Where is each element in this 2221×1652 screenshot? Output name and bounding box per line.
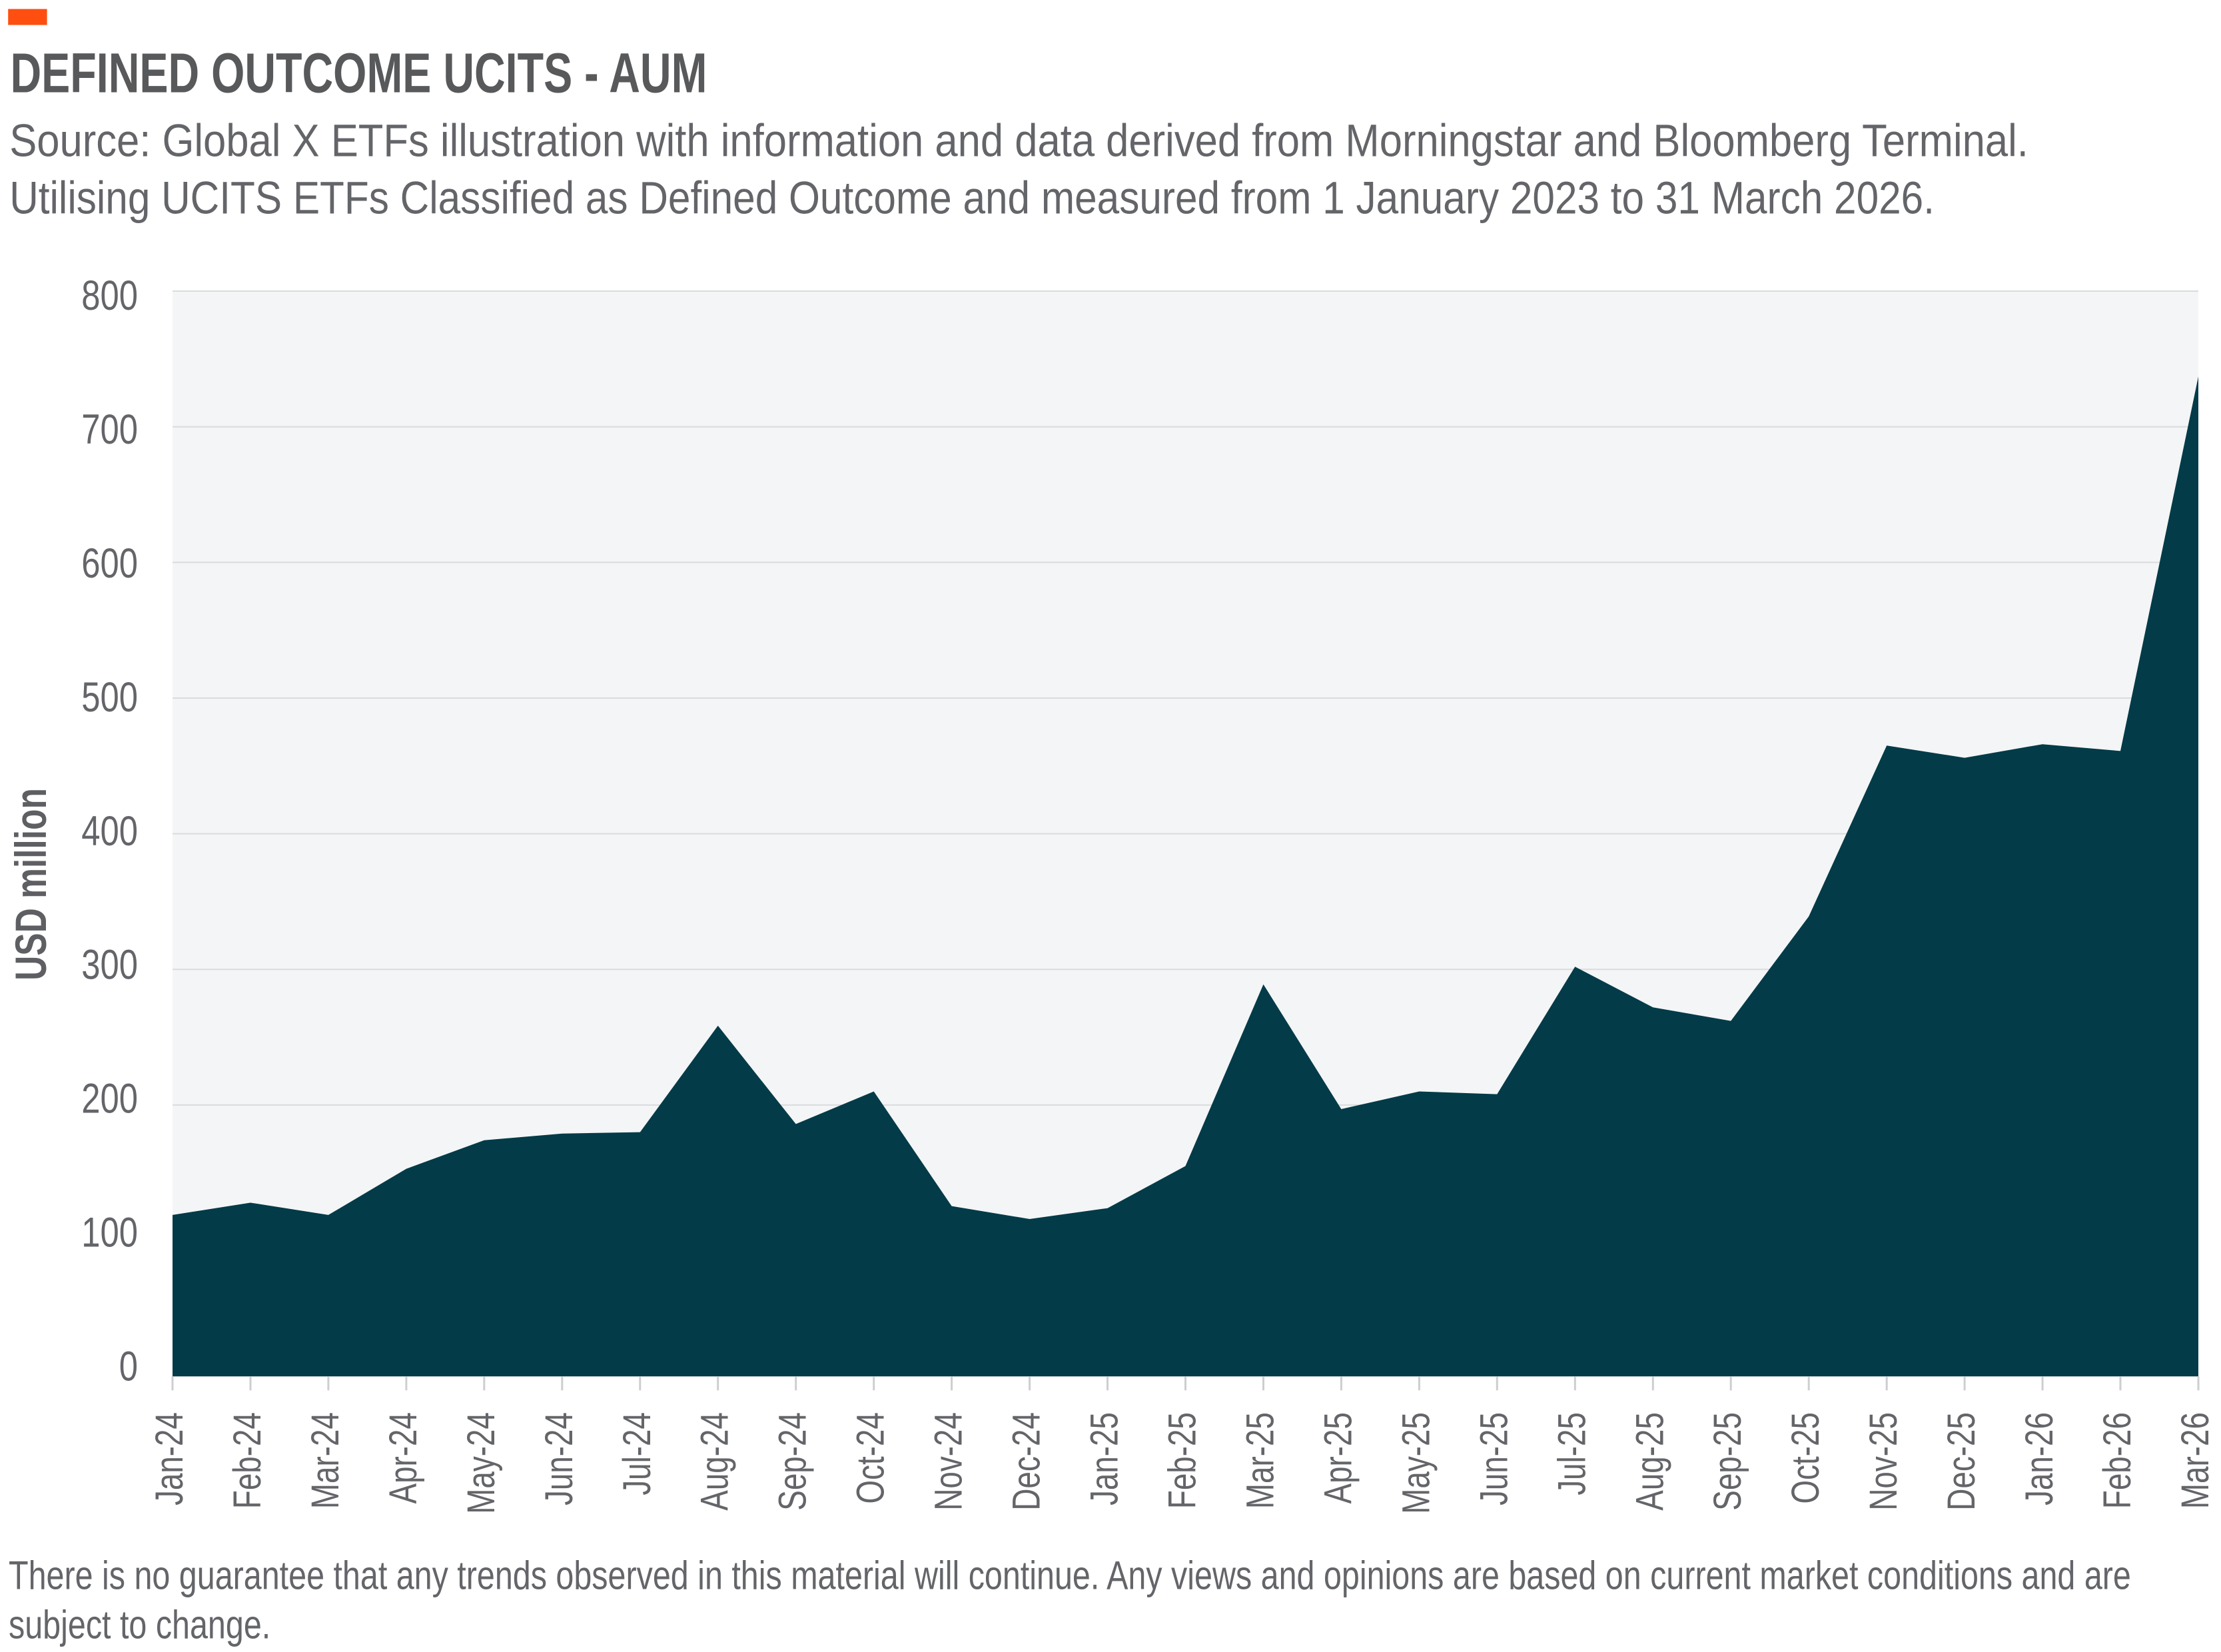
svg-text:600: 600 [81,540,138,587]
svg-text:Nov-25: Nov-25 [1863,1412,1905,1511]
svg-text:Apr-25: Apr-25 [1317,1412,1360,1503]
svg-text:Jul-24: Jul-24 [616,1412,659,1495]
svg-text:May-24: May-24 [460,1412,503,1514]
svg-text:Aug-25: Aug-25 [1629,1412,1671,1511]
svg-text:Oct-25: Oct-25 [1785,1412,1827,1503]
svg-text:There is no guarantee that any: There is no guarantee that any trends ob… [9,1553,2131,1598]
svg-text:Dec-25: Dec-25 [1941,1412,1983,1511]
svg-text:0: 0 [119,1343,138,1390]
svg-text:Feb-26: Feb-26 [2096,1412,2139,1509]
svg-text:100: 100 [81,1209,138,1256]
svg-text:subject to change.: subject to change. [9,1603,270,1647]
svg-text:Jul-25: Jul-25 [1551,1412,1593,1495]
svg-text:Jan-25: Jan-25 [1083,1412,1126,1505]
svg-text:Jun-24: Jun-24 [538,1412,581,1505]
svg-text:Sep-25: Sep-25 [1707,1412,1749,1511]
svg-text:Dec-24: Dec-24 [1006,1412,1049,1511]
svg-text:Mar-25: Mar-25 [1239,1412,1282,1509]
svg-text:Feb-25: Feb-25 [1161,1412,1204,1509]
svg-text:Sep-24: Sep-24 [772,1412,815,1511]
svg-text:Apr-24: Apr-24 [382,1412,425,1503]
svg-text:USD million: USD million [6,788,56,981]
svg-text:Feb-24: Feb-24 [226,1412,269,1509]
svg-text:Aug-24: Aug-24 [694,1412,737,1511]
svg-text:Mar-24: Mar-24 [304,1412,347,1509]
svg-text:400: 400 [81,808,138,855]
svg-text:Nov-24: Nov-24 [928,1412,971,1511]
svg-text:200: 200 [81,1075,138,1122]
svg-text:Oct-24: Oct-24 [850,1412,893,1503]
svg-text:800: 800 [81,272,138,319]
svg-text:700: 700 [81,406,138,453]
svg-text:Jan-26: Jan-26 [2018,1412,2061,1505]
svg-text:Jun-25: Jun-25 [1473,1412,1516,1505]
svg-text:DEFINED OUTCOME UCITS - AUM: DEFINED OUTCOME UCITS - AUM [11,41,707,104]
svg-text:Jan-24: Jan-24 [149,1412,191,1505]
svg-text:Source: Global X ETFs illustra: Source: Global X ETFs illustration with … [9,115,2028,166]
svg-text:May-25: May-25 [1395,1412,1438,1514]
svg-text:Utilising UCITS ETFs Classifie: Utilising UCITS ETFs Classified as Defin… [9,172,1935,224]
svg-text:300: 300 [81,942,138,989]
svg-text:Mar-26: Mar-26 [2174,1412,2217,1509]
svg-text:500: 500 [81,674,138,721]
